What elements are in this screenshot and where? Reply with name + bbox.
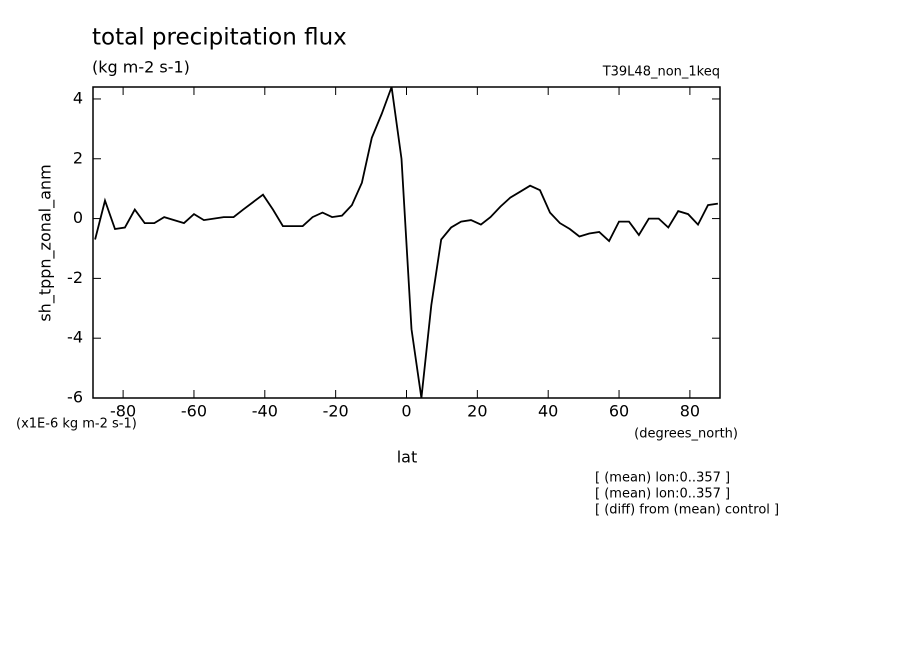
scale-label: (x1E-6 kg m-2 s-1) bbox=[16, 417, 137, 432]
x-axis-label: lat bbox=[397, 448, 418, 467]
x-tick-label: 40 bbox=[538, 402, 558, 421]
x-tick-label: 0 bbox=[401, 402, 411, 421]
x-units: (degrees_north) bbox=[634, 427, 738, 442]
chart-title: total precipitation flux bbox=[92, 25, 347, 51]
annotation: [ (mean) lon:0..357 ] bbox=[595, 471, 730, 486]
y-tick-label: 0 bbox=[73, 208, 83, 227]
y-tick-label: -6 bbox=[67, 388, 83, 407]
run-label: T39L48_non_1keq bbox=[602, 65, 720, 80]
y-tick-label: 2 bbox=[73, 148, 83, 167]
y-tick-label: 4 bbox=[73, 88, 83, 107]
x-tick-label: 60 bbox=[609, 402, 629, 421]
y-axis-label: sh_tppn_zonal_anm bbox=[36, 164, 56, 321]
x-tick-label: 20 bbox=[467, 402, 487, 421]
x-tick-label: 80 bbox=[680, 402, 700, 421]
annotation: [ (diff) from (mean) control ] bbox=[595, 503, 779, 518]
data-line bbox=[94, 86, 719, 399]
y-tick-label: -4 bbox=[67, 328, 83, 347]
annotation: [ (mean) lon:0..357 ] bbox=[595, 487, 730, 502]
chart-subtitle: (kg m-2 s-1) bbox=[92, 58, 190, 77]
x-tick-label: -80 bbox=[110, 402, 136, 421]
x-tick-label: -60 bbox=[181, 402, 207, 421]
x-tick-label: -20 bbox=[323, 402, 349, 421]
x-tick-label: -40 bbox=[252, 402, 278, 421]
y-tick-label: -2 bbox=[67, 268, 83, 287]
